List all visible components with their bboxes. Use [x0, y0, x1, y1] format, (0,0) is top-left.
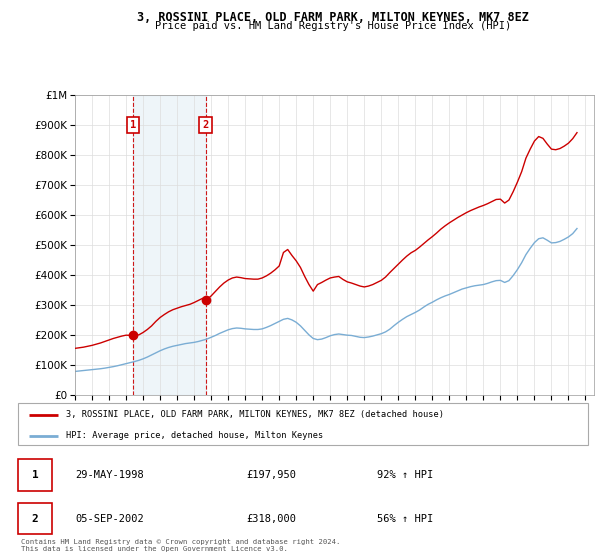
Text: 3, ROSSINI PLACE, OLD FARM PARK, MILTON KEYNES, MK7 8EZ (detached house): 3, ROSSINI PLACE, OLD FARM PARK, MILTON …	[67, 410, 445, 419]
Text: £197,950: £197,950	[246, 470, 296, 480]
FancyBboxPatch shape	[18, 459, 52, 491]
Text: 1: 1	[32, 470, 38, 480]
Text: 3, ROSSINI PLACE, OLD FARM PARK, MILTON KEYNES, MK7 8EZ: 3, ROSSINI PLACE, OLD FARM PARK, MILTON …	[137, 11, 529, 24]
Text: £318,000: £318,000	[246, 514, 296, 524]
Text: 2: 2	[202, 120, 209, 130]
Text: Price paid vs. HM Land Registry's House Price Index (HPI): Price paid vs. HM Land Registry's House …	[155, 21, 511, 31]
Text: 29-MAY-1998: 29-MAY-1998	[75, 470, 144, 480]
Text: Contains HM Land Registry data © Crown copyright and database right 2024.
This d: Contains HM Land Registry data © Crown c…	[21, 539, 340, 552]
Text: 1: 1	[130, 120, 136, 130]
Text: 2: 2	[32, 514, 38, 524]
FancyBboxPatch shape	[18, 503, 52, 534]
Text: 05-SEP-2002: 05-SEP-2002	[75, 514, 144, 524]
FancyBboxPatch shape	[18, 403, 588, 445]
Text: HPI: Average price, detached house, Milton Keynes: HPI: Average price, detached house, Milt…	[67, 431, 324, 440]
Bar	[133, 95, 206, 395]
Text: 92% ↑ HPI: 92% ↑ HPI	[377, 470, 433, 480]
Text: 56% ↑ HPI: 56% ↑ HPI	[377, 514, 433, 524]
